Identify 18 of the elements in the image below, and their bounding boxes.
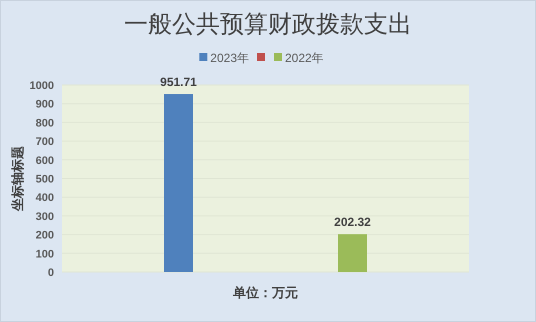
y-tick-label: 200 [36, 230, 54, 242]
chart-title: 一般公共预算财政拨款支出 [124, 12, 412, 38]
y-tick-label: 900 [36, 98, 54, 111]
y-tick-label: 1000 [30, 80, 54, 92]
y-tick-label: 0 [48, 267, 54, 279]
legend-label: 2023年 [210, 51, 249, 65]
data-label: 951.71 [160, 75, 198, 90]
y-tick-label: 700 [36, 136, 54, 148]
y-tick-label: 500 [36, 174, 54, 186]
y-tick-label: 600 [36, 154, 54, 167]
y-tick-label: 300 [36, 210, 54, 223]
y-axis-title: 坐标轴标题 [10, 146, 25, 212]
legend-label: 2022年 [285, 51, 324, 65]
data-label: 202.32 [334, 215, 372, 230]
y-tick-label: 800 [36, 117, 54, 130]
y-tick-label: 400 [36, 192, 54, 204]
x-axis-title: 单位：万元 [232, 285, 298, 300]
y-tick-label: 100 [36, 248, 54, 260]
